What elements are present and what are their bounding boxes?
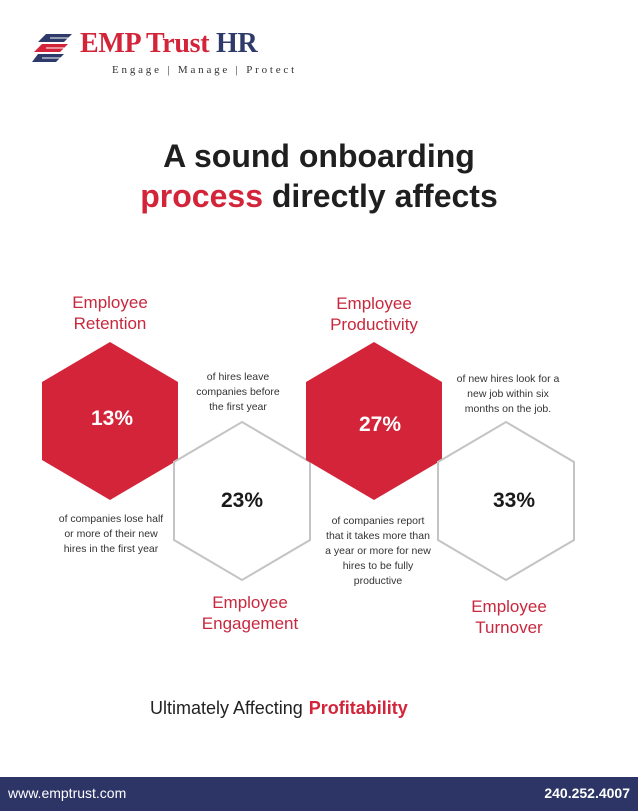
statement-lead: Ultimately Affecting bbox=[150, 698, 303, 718]
title-line-1: A sound onboarding bbox=[163, 138, 475, 174]
profitability-statement: Ultimately Affecting Profitability bbox=[150, 698, 408, 719]
stat-turnover: 33% bbox=[492, 489, 536, 512]
stat-productivity: 27% bbox=[358, 413, 402, 436]
page-title: A sound onboarding process directly affe… bbox=[0, 136, 638, 216]
brand-name: EMP Trust HR bbox=[80, 28, 258, 59]
desc-turnover: of new hires look for a new job within s… bbox=[456, 373, 560, 415]
statement-highlight: Profitability bbox=[308, 698, 408, 718]
title-rest: directly affects bbox=[271, 178, 498, 214]
brand-tagline: Engage | Manage | Protect bbox=[112, 64, 297, 76]
website-link[interactable]: www.emptrust.com bbox=[8, 785, 127, 801]
label-engagement: Employee Engagement bbox=[201, 593, 299, 633]
hexagon-retention bbox=[42, 342, 178, 500]
desc-retention: of companies lose half or more of their … bbox=[58, 513, 164, 555]
company-logo: EMP Trust HR Engage | Manage | Protect bbox=[32, 28, 294, 76]
title-line-2: process directly affects bbox=[0, 176, 638, 216]
footer-bar: www.emptrust.com 240.252.4007 bbox=[0, 777, 638, 811]
flag-logo-icon bbox=[32, 34, 72, 62]
phone-number[interactable]: 240.252.4007 bbox=[544, 785, 630, 801]
title-highlight: process bbox=[140, 178, 263, 214]
desc-productivity: of companies report that it takes more t… bbox=[325, 515, 431, 587]
stat-engagement: 23% bbox=[220, 489, 264, 512]
label-productivity: Employee Productivity bbox=[330, 294, 418, 334]
hexagon-productivity bbox=[306, 342, 442, 500]
label-retention: Employee Retention bbox=[72, 293, 148, 333]
stat-retention: 13% bbox=[90, 407, 134, 430]
desc-engagement: of hires leave companies before the firs… bbox=[196, 371, 280, 413]
hexagon-turnover bbox=[437, 420, 575, 582]
label-turnover: Employee Turnover bbox=[471, 597, 547, 637]
